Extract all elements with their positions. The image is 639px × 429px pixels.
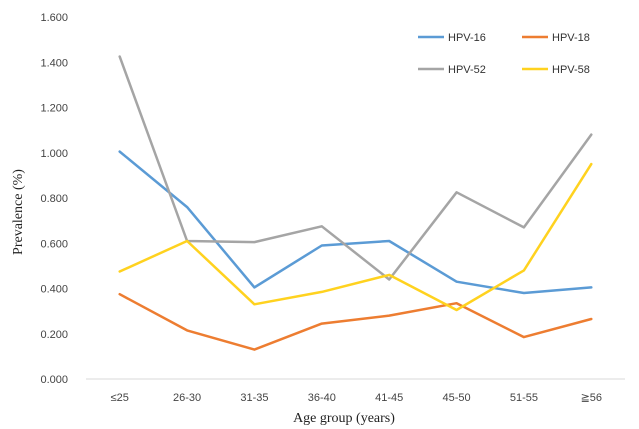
legend-label: HPV-16	[448, 32, 486, 44]
y-tick-label: 0.800	[40, 193, 68, 205]
x-tick-label: 26-30	[173, 392, 201, 404]
x-tick-label: 51-55	[510, 392, 538, 404]
x-tick-label: ≤25	[111, 392, 129, 404]
x-tick-label: 45-50	[442, 392, 470, 404]
series-line-hpv-18	[118, 292, 593, 351]
x-tick-label: ≧56	[581, 392, 602, 404]
legend-label: HPV-18	[552, 32, 590, 44]
legend: HPV-16 HPV-18 HPV-52 HPV-58	[418, 32, 590, 76]
x-tick-label: 31-35	[240, 392, 268, 404]
x-axis-title: Age group (years)	[293, 411, 395, 426]
series-lines	[118, 55, 593, 351]
y-axis-title: Prevalence (%)	[11, 169, 26, 255]
y-axis-ticks: 0.000 0.200 0.400 0.600 0.800 1.000 1.200 1.400…	[40, 12, 68, 386]
y-tick-label: 0.600	[40, 238, 68, 250]
y-tick-label: 0.200	[40, 329, 68, 341]
legend-label: HPV-52	[448, 64, 486, 76]
y-tick-label: 0.400	[40, 284, 68, 296]
y-tick-label: 1.200	[40, 103, 68, 115]
y-tick-label: 1.000	[40, 148, 68, 160]
series-line-hpv-58	[118, 162, 593, 312]
y-tick-label: 1.400	[40, 57, 68, 69]
x-tick-label: 36-40	[308, 392, 336, 404]
legend-label: HPV-58	[552, 64, 590, 76]
series-line-hpv-16	[118, 150, 593, 295]
y-tick-label: 1.600	[40, 12, 68, 24]
x-tick-label: 41-45	[375, 392, 403, 404]
y-tick-label: 0.000	[40, 374, 68, 386]
x-axis-ticks: ≤25 26-30 31-35 36-40 41-45 45-50 51-55 ≧56	[111, 392, 602, 404]
series-line-hpv-52	[118, 55, 593, 281]
